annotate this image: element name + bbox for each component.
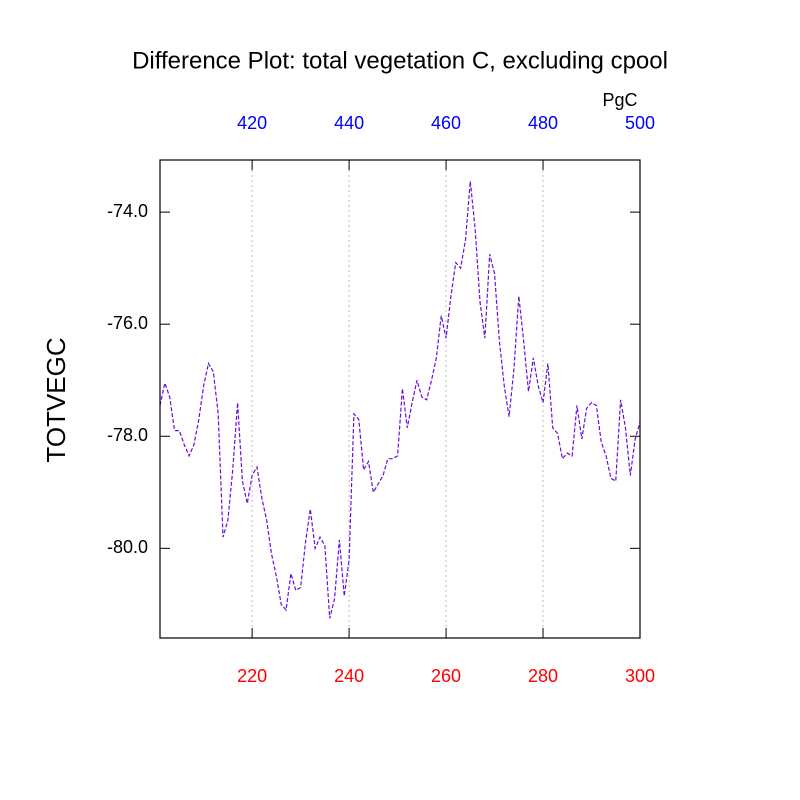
y-tick-label: -74.0 <box>107 201 148 221</box>
x2-tick-label: 500 <box>625 113 655 133</box>
x2-tick-label: 420 <box>237 113 267 133</box>
y-tick-label: -80.0 <box>107 537 148 557</box>
x2-axis-label: PgC <box>602 90 637 110</box>
x-tick-label: 280 <box>528 666 558 686</box>
data-line <box>159 181 641 619</box>
x2-tick-label: 480 <box>528 113 558 133</box>
y-tick-label: -78.0 <box>107 425 148 445</box>
x2-tick-label: 440 <box>334 113 364 133</box>
y-tick-label: -76.0 <box>107 313 148 333</box>
chart-title: Difference Plot: total vegetation C, exc… <box>132 47 668 74</box>
x-tick-label: 260 <box>431 666 461 686</box>
x2-tick-label: 460 <box>431 113 461 133</box>
x-tick-label: 300 <box>625 666 655 686</box>
x-tick-label: 240 <box>334 666 364 686</box>
y-axis-label: TOTVEGC <box>41 337 71 462</box>
x-tick-label: 220 <box>237 666 267 686</box>
plot-frame <box>159 159 641 639</box>
